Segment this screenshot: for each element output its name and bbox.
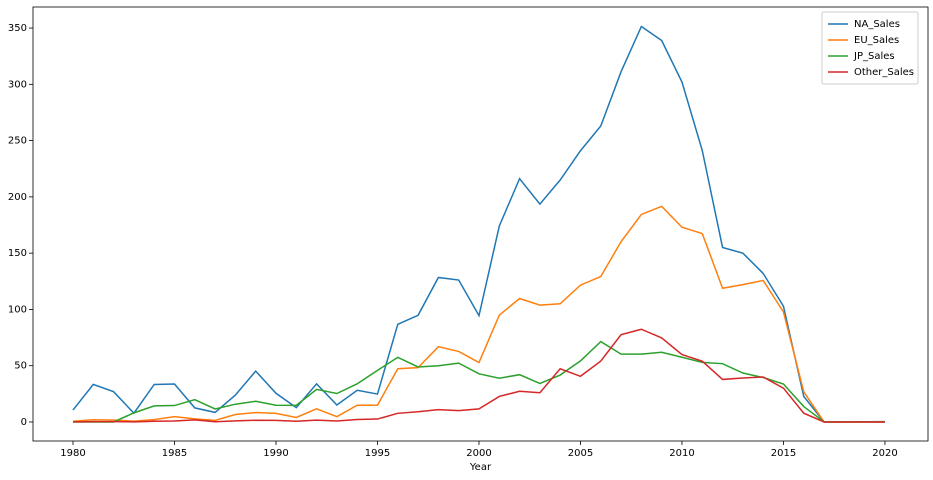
legend-label: JP_Sales — [853, 51, 895, 62]
y-tick-label: 50 — [14, 361, 27, 372]
y-tick-label: 250 — [8, 136, 27, 147]
x-tick-label: 2000 — [466, 448, 491, 459]
x-tick-label: 1995 — [365, 448, 390, 459]
legend: NA_Sales EU_Sales JP_Sales Other_Sales — [821, 11, 919, 85]
series-line — [72, 25, 885, 423]
legend-label: NA_Sales — [854, 19, 900, 30]
y-tick-label: 350 — [8, 23, 27, 34]
y-tick-label: 200 — [8, 192, 27, 203]
y-tick-label: 0 — [21, 417, 27, 428]
x-tick-label: 1980 — [60, 448, 85, 459]
x-tick-label: 2020 — [872, 448, 897, 459]
legend-box — [821, 11, 919, 85]
series-line — [72, 340, 885, 423]
legend-label: Other_Sales — [854, 67, 914, 78]
legend-label: EU_Sales — [854, 35, 899, 46]
series-line — [72, 205, 885, 423]
x-tick-label: 2010 — [669, 448, 694, 459]
y-tick-label: 100 — [8, 304, 27, 315]
x-tick-label: 1985 — [162, 448, 187, 459]
x-tick-label: 1990 — [263, 448, 288, 459]
series-line — [72, 328, 885, 423]
plot-frame — [32, 6, 929, 442]
x-tick-label: 2015 — [771, 448, 796, 459]
x-axis-label: Year — [469, 462, 492, 473]
y-tick-label: 300 — [8, 79, 27, 90]
y-tick-label: 150 — [8, 248, 27, 259]
x-tick-label: 2005 — [568, 448, 593, 459]
